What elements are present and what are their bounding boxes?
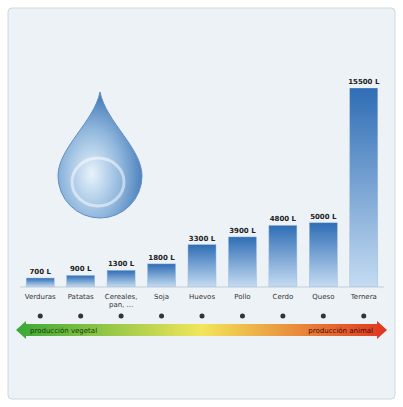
category-label: Patatas <box>68 293 94 301</box>
icon <box>280 314 285 319</box>
icon <box>200 314 205 319</box>
icon <box>78 314 83 319</box>
bar <box>228 237 256 287</box>
bars <box>26 88 378 287</box>
labels: 700 L Verduras 900 L Patatas 1300 L Cereales,… <box>25 78 380 309</box>
icon <box>38 314 43 319</box>
data-label: 700 L <box>29 268 51 276</box>
data-label: 15500 L <box>348 78 380 86</box>
data-label: 3300 L <box>189 235 216 243</box>
icon <box>361 314 366 319</box>
bar <box>350 88 378 287</box>
water-drop <box>58 92 142 218</box>
annotation: producción vegetal <box>30 327 97 335</box>
category-label: Queso <box>312 293 334 301</box>
bar <box>309 223 337 287</box>
data-label: 900 L <box>70 265 92 273</box>
category-label: Soja <box>154 293 169 301</box>
bar <box>269 225 297 287</box>
icon <box>159 314 164 319</box>
bar <box>67 275 95 287</box>
drop-globe <box>72 158 124 206</box>
icon <box>119 314 124 319</box>
category-label: Pollo <box>234 293 250 301</box>
data-label: 3900 L <box>229 227 256 235</box>
data-label: 4800 L <box>270 215 297 223</box>
bar <box>188 245 216 287</box>
icon <box>321 314 326 319</box>
data-label: 1800 L <box>148 254 175 262</box>
production-arrow <box>16 321 387 339</box>
bar <box>107 270 135 287</box>
bar <box>26 278 54 287</box>
chart: 700 L Verduras 900 L Patatas 1300 L Cereales,… <box>0 0 403 407</box>
category-label: Cerdo <box>273 293 294 301</box>
bar <box>148 264 176 287</box>
chart-root: 700 L Verduras 900 L Patatas 1300 L Cereales,… <box>0 0 403 407</box>
icon <box>240 314 245 319</box>
baseline <box>20 287 384 288</box>
category-label: Huevos <box>189 293 215 301</box>
data-label: 5000 L <box>310 213 337 221</box>
panel <box>8 8 395 399</box>
annotation: producción animal <box>308 327 373 335</box>
data-label: 1300 L <box>108 260 135 268</box>
category-label: Verduras <box>25 293 56 301</box>
category-label: Ternera <box>350 293 377 301</box>
category-label: Cereales,pan, ... <box>105 293 138 309</box>
